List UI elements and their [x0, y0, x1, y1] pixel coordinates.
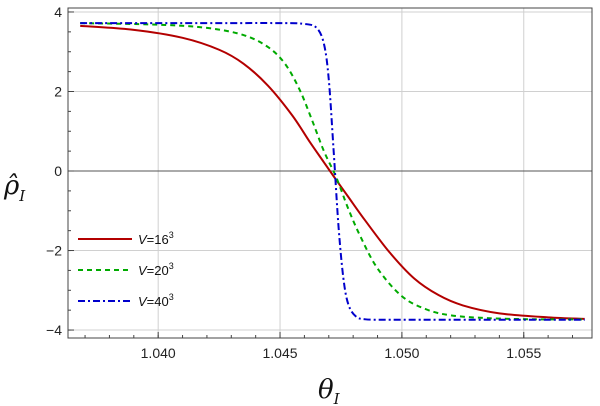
plot-frame — [67, 7, 593, 339]
series-line-2 — [80, 22, 585, 321]
y-tick-label: 0 — [54, 163, 62, 179]
series-line-3 — [80, 22, 585, 321]
x-tick-label: 1.040 — [141, 345, 176, 361]
grid-lines — [68, 8, 592, 338]
legend-label-2: V=203 — [138, 261, 174, 278]
x-axis-label: θI — [318, 375, 341, 406]
legend-label-1: V=163 — [138, 230, 174, 247]
axis-ticks: 1.040 1.045 1.050 1.055 −4 −2 0 2 4 — [46, 4, 574, 361]
legend-label-3: V=403 — [138, 292, 174, 309]
y-tick-label: −4 — [46, 322, 62, 338]
y-tick-label: −2 — [46, 243, 62, 259]
legend: V=163 V=203 V=403 — [78, 230, 174, 309]
y-axis-label: ρ̂I — [3, 171, 26, 205]
x-tick-label: 1.055 — [506, 345, 541, 361]
series-lines — [80, 22, 585, 321]
x-tick-label: 1.045 — [263, 345, 298, 361]
y-tick-label: 4 — [54, 4, 62, 20]
x-tick-label: 1.050 — [384, 345, 419, 361]
y-tick-label: 2 — [54, 83, 62, 99]
